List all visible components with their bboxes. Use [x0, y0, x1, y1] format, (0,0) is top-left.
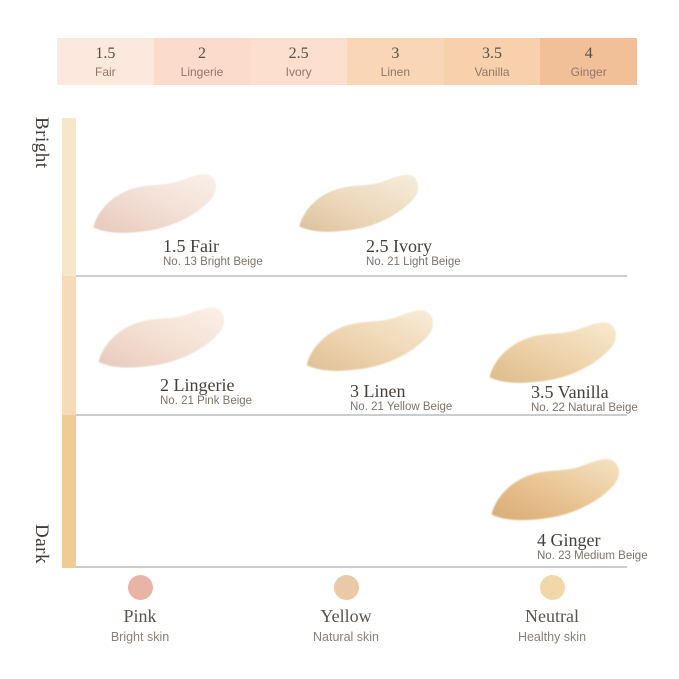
shade-title-ivory: 2.5 Ivory: [366, 236, 432, 256]
shade-subtitle-lingerie: No. 21 Pink Beige: [160, 395, 253, 407]
scale-segment-bright: [62, 118, 76, 276]
brightness-scale-bar: [62, 118, 76, 568]
scale-segment-medium: [62, 276, 76, 415]
legend-skin-label: Bright skin: [110, 630, 170, 644]
swatch-name: Vanilla: [474, 64, 510, 79]
legend-item-neutral: Neutral Healthy skin: [482, 575, 622, 644]
row-divider: [62, 566, 627, 568]
palette-swatch-ivory: 2.5 Ivory: [250, 38, 348, 85]
swatch-name: Lingerie: [180, 64, 224, 79]
swatch-number: 2.5: [288, 44, 309, 62]
palette-swatch-fair: 1.5 Fair: [57, 38, 154, 85]
smear-linen: [306, 310, 433, 371]
palette-swatch-lingerie: 2 Lingerie: [153, 38, 251, 85]
swatch-name: Ivory: [285, 64, 312, 79]
smear-ginger: [491, 459, 619, 521]
legend-tone-label: Pink: [123, 606, 157, 626]
swatch-number: 4: [584, 44, 593, 62]
swatch-name: Linen: [380, 64, 411, 79]
shade-subtitle-ginger: No. 23 Medium Beige: [537, 550, 648, 562]
shade-subtitle-vanilla: No. 22 Natural Beige: [531, 402, 638, 414]
swatch-number: 1.5: [95, 44, 116, 62]
swatch-number: 3: [391, 44, 400, 62]
shade-title-lingerie: 2 Lingerie: [160, 375, 235, 395]
legend-skin-label: Natural skin: [313, 630, 379, 644]
pink-tone-dot: [127, 575, 153, 600]
shade-subtitle-fair: No. 13 Bright Beige: [163, 256, 263, 268]
axis-label-bright: Bright: [31, 117, 52, 169]
legend-tone-label: Neutral: [525, 606, 579, 626]
smear-lingerie: [98, 307, 225, 368]
row-divider: [62, 275, 627, 277]
legend-skin-label: Healthy skin: [517, 630, 587, 644]
palette-swatch-vanilla: 3.5 Vanilla: [443, 38, 541, 85]
row-divider: [62, 414, 627, 416]
legend-item-yellow: Yellow Natural skin: [276, 575, 416, 644]
palette-swatch-ginger: 4 Ginger: [540, 38, 638, 85]
swatch-name: Fair: [95, 64, 116, 79]
swatch-number: 3.5: [482, 44, 503, 62]
shade-title-linen: 3 Linen: [350, 381, 406, 401]
palette-bar: 1.5 Fair 2 Lingerie 2.5 Ivory 3 Linen 3.…: [57, 38, 638, 85]
neutral-tone-dot: [539, 575, 565, 600]
smear-fair: [93, 174, 217, 233]
axis-label-dark: Dark: [31, 524, 52, 564]
swatch-name: Ginger: [570, 64, 607, 79]
legend-item-pink: Pink Bright skin: [70, 575, 210, 644]
scale-segment-dark: [62, 415, 76, 568]
shade-subtitle-linen: No. 21 Yellow Beige: [350, 401, 453, 413]
swatch-number: 2: [198, 44, 206, 62]
shade-subtitle-ivory: No. 21 Light Beige: [366, 256, 461, 268]
shade-title-ginger: 4 Ginger: [537, 530, 601, 550]
palette-swatch-linen: 3 Linen: [347, 38, 444, 85]
shade-title-vanilla: 3.5 Vanilla: [531, 382, 609, 402]
yellow-tone-dot: [333, 575, 359, 600]
smear-ivory: [299, 174, 419, 232]
smear-vanilla: [489, 322, 616, 383]
legend-tone-label: Yellow: [320, 606, 372, 626]
shade-title-fair: 1.5 Fair: [163, 236, 219, 256]
